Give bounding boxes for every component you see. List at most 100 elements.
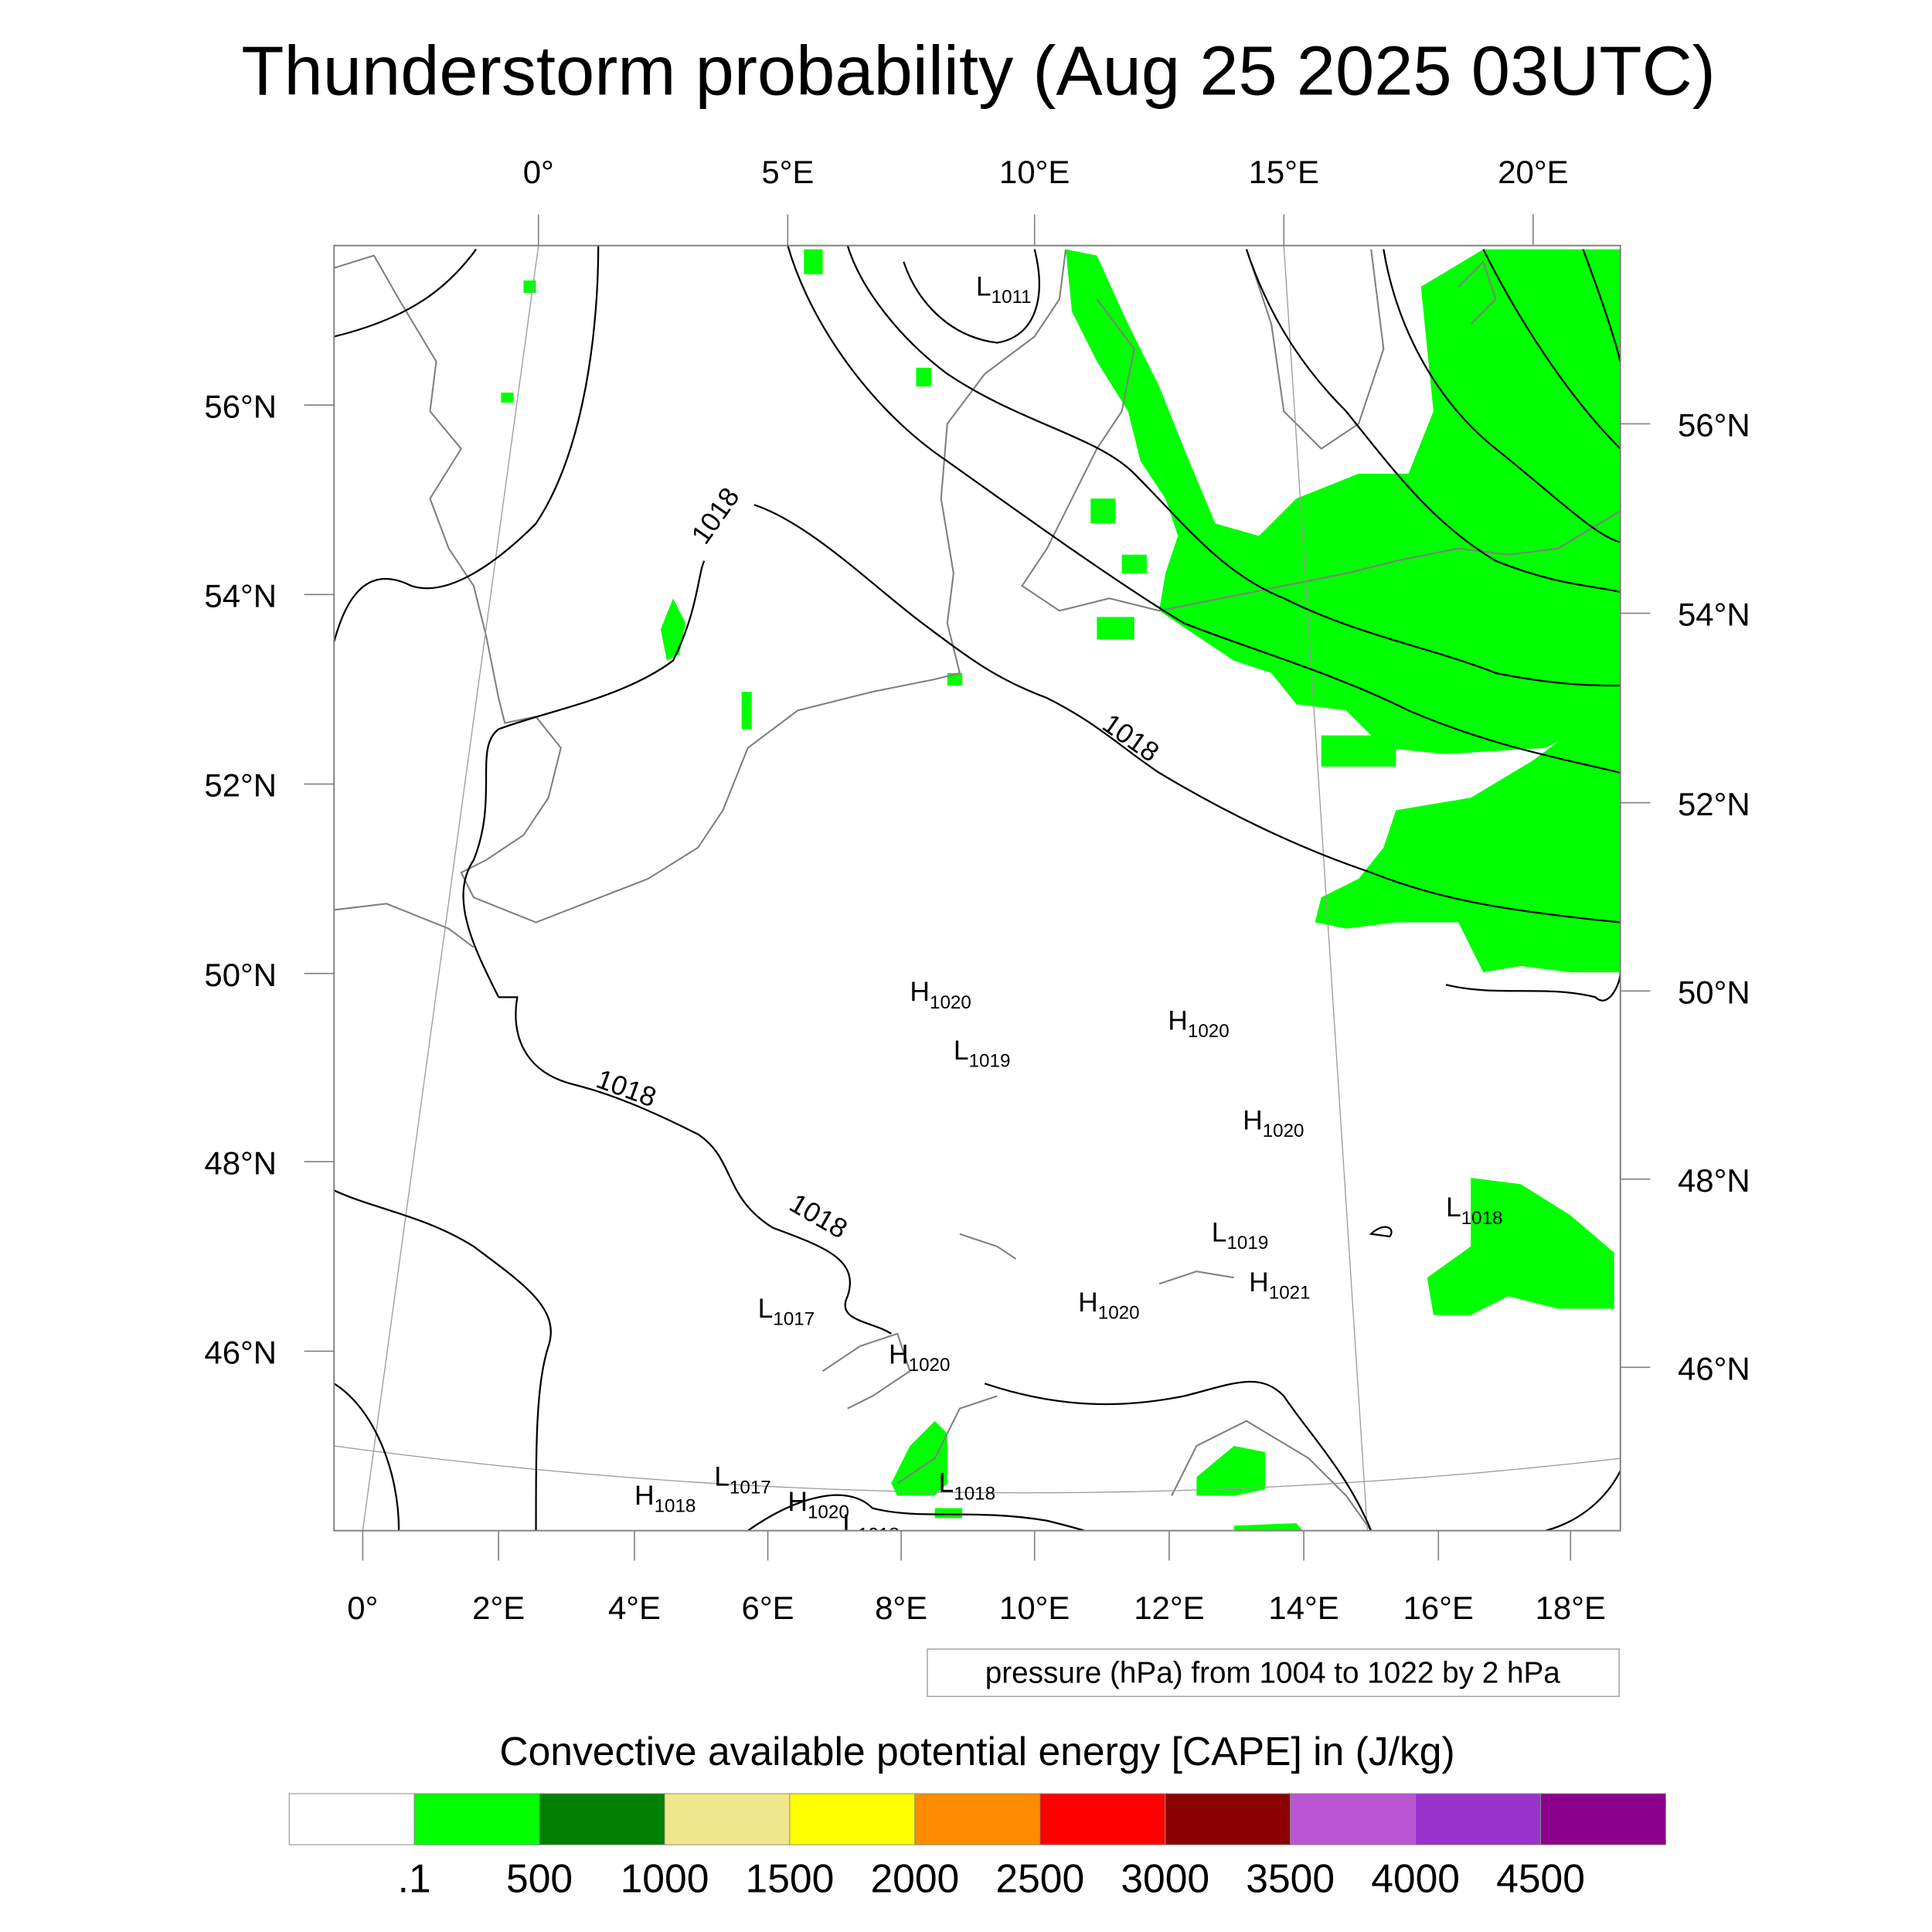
low-pressure-label: L1019 (1212, 1216, 1269, 1253)
contour-label: 1018 (1097, 708, 1165, 768)
low-pressure-label: L1017 (714, 1461, 771, 1498)
colorbar-swatch (1039, 1793, 1166, 1845)
top-lon-label: 10°E (999, 154, 1070, 190)
left-lat-label: 48°N (204, 1145, 277, 1181)
axis-labels: 0° 5°E 10°E 15°E 20°E0° 2°E 4°E 6°E 8°E 10°E 12°E 1… (204, 154, 1750, 1626)
cape-area-baltic (1066, 249, 1621, 754)
colorbar-label: 4000 (1371, 1855, 1460, 1900)
low-pressure-label: L1018 (842, 1509, 900, 1546)
bottom-lon-label: 0° (347, 1590, 378, 1626)
tick-marks (304, 214, 1651, 1561)
cape-area-slovakia (1427, 1178, 1614, 1315)
bottom-lon-label: 14°E (1268, 1590, 1338, 1626)
high-pressure-label: H1020 (1078, 1287, 1139, 1324)
cape-speck (1090, 498, 1116, 524)
colorbar-swatch (539, 1793, 665, 1845)
low-pressure-label: L1018 (939, 1468, 996, 1505)
low-pressure-label: L1011 (976, 270, 1032, 308)
cape-area-south-strip (1233, 1522, 1303, 1531)
colorbar-label: 3500 (1246, 1855, 1335, 1900)
cape-speck (947, 672, 963, 686)
left-lat-label: 50°N (204, 957, 277, 993)
graticule (334, 245, 1621, 1531)
high-pressure-label: H1020 (889, 1339, 950, 1376)
left-lat-label: 52°N (204, 767, 277, 804)
colorbar-label: 1500 (746, 1855, 835, 1900)
cape-areas (501, 249, 1621, 1531)
colorbar-swatch (1415, 1793, 1542, 1845)
cape-speck (1121, 554, 1147, 573)
cape-speck (523, 280, 536, 294)
colorbar-swatch (664, 1793, 791, 1845)
contour-label: 1018 (685, 482, 746, 550)
low-pressure-label: L1017 (758, 1293, 815, 1330)
cape-area-adriatic (1196, 1445, 1266, 1496)
colorbar-label: 500 (506, 1855, 573, 1900)
bottom-lon-label: 8°E (875, 1590, 927, 1626)
cape-speck (916, 367, 931, 386)
cape-speck (741, 692, 752, 730)
colorbar-swatch (288, 1793, 415, 1845)
bottom-lon-label: 12°E (1134, 1590, 1204, 1626)
high-pressure-label: H1018 (634, 1480, 696, 1517)
top-lon-label: 20°E (1498, 154, 1568, 190)
top-lon-label: 15°E (1249, 154, 1319, 190)
low-pressure-label: L1019 (954, 1035, 1011, 1072)
high-pressure-label: H1020 (910, 976, 971, 1013)
cape-area-dutch-coast (660, 598, 686, 661)
high-pressure-label: H1020 (1243, 1104, 1304, 1141)
bottom-lon-label: 4°E (608, 1590, 661, 1626)
colorbar-swatch (1165, 1793, 1291, 1845)
bottom-lon-label: 2°E (472, 1590, 525, 1626)
colorbar-label: .1 (398, 1855, 431, 1900)
bottom-lon-label: 6°E (742, 1590, 794, 1626)
low-pressure-label: L1018 (1446, 1192, 1503, 1229)
right-lat-label: 50°N (1678, 974, 1750, 1010)
high-pressure-label: H1020 (1168, 1005, 1229, 1042)
left-lat-label: 56°N (204, 388, 277, 424)
cape-speck (934, 1508, 963, 1519)
colorbar-title: Convective available potential energy [C… (499, 1729, 1454, 1774)
coastlines (334, 249, 1621, 1531)
colorbar-swatch (413, 1793, 540, 1845)
left-lat-label: 46°N (204, 1335, 277, 1371)
right-lat-label: 54°N (1678, 597, 1750, 633)
colorbar: .1 500 1000 1500 2000 2500 3000 3500 4000 4500 (288, 1793, 1666, 1900)
colorbar-swatch (789, 1793, 916, 1845)
contour-info-text: pressure (hPa) from 1004 to 1022 by 2 hP… (985, 1656, 1561, 1689)
cape-speck (804, 249, 823, 274)
plot-frame (333, 244, 1621, 1532)
left-lat-label: 54°N (204, 577, 277, 614)
colorbar-label: 1000 (621, 1855, 709, 1900)
pressure-centers: L1011H1020L1019H1020H1020L1018L1019H1021… (634, 270, 1503, 1546)
cape-area-italy (891, 1420, 947, 1496)
bottom-lon-label: 16°E (1403, 1590, 1474, 1626)
high-pressure-label: H1021 (1249, 1267, 1310, 1304)
colorbar-swatch (914, 1793, 1041, 1845)
colorbar-label: 4500 (1496, 1855, 1585, 1900)
colorbar-label: 2500 (995, 1855, 1084, 1900)
colorbar-swatch (1290, 1793, 1417, 1845)
contour-info-box: pressure (hPa) from 1004 to 1022 by 2 hP… (927, 1648, 1620, 1697)
bottom-lon-label: 10°E (999, 1590, 1070, 1626)
top-lon-label: 0° (523, 154, 554, 190)
high-pressure-label: H1020 (787, 1486, 849, 1523)
cape-speck (1097, 617, 1134, 640)
right-lat-label: 56°N (1678, 407, 1750, 444)
top-lon-label: 5°E (761, 154, 814, 190)
figure-title: Thunderstorm probability (Aug 25 2025 03… (241, 32, 1716, 111)
colorbar-swatch (1540, 1793, 1666, 1845)
map-plot-area: 1018 1018 1018 1018 L1011H1020L1019H1020… (204, 154, 1750, 1626)
right-lat-label: 48°N (1678, 1162, 1750, 1199)
right-lat-label: 52°N (1678, 786, 1750, 822)
bottom-lon-label: 18°E (1536, 1590, 1606, 1626)
cape-area-poland (1315, 723, 1621, 973)
colorbar-label: 2000 (870, 1855, 959, 1900)
pressure-contours (334, 245, 1621, 1531)
cape-speck (501, 393, 514, 403)
right-lat-label: 46°N (1678, 1350, 1750, 1386)
colorbar-label: 3000 (1121, 1855, 1209, 1900)
contour-label: 1018 (593, 1063, 661, 1114)
cape-speck (1321, 735, 1396, 767)
